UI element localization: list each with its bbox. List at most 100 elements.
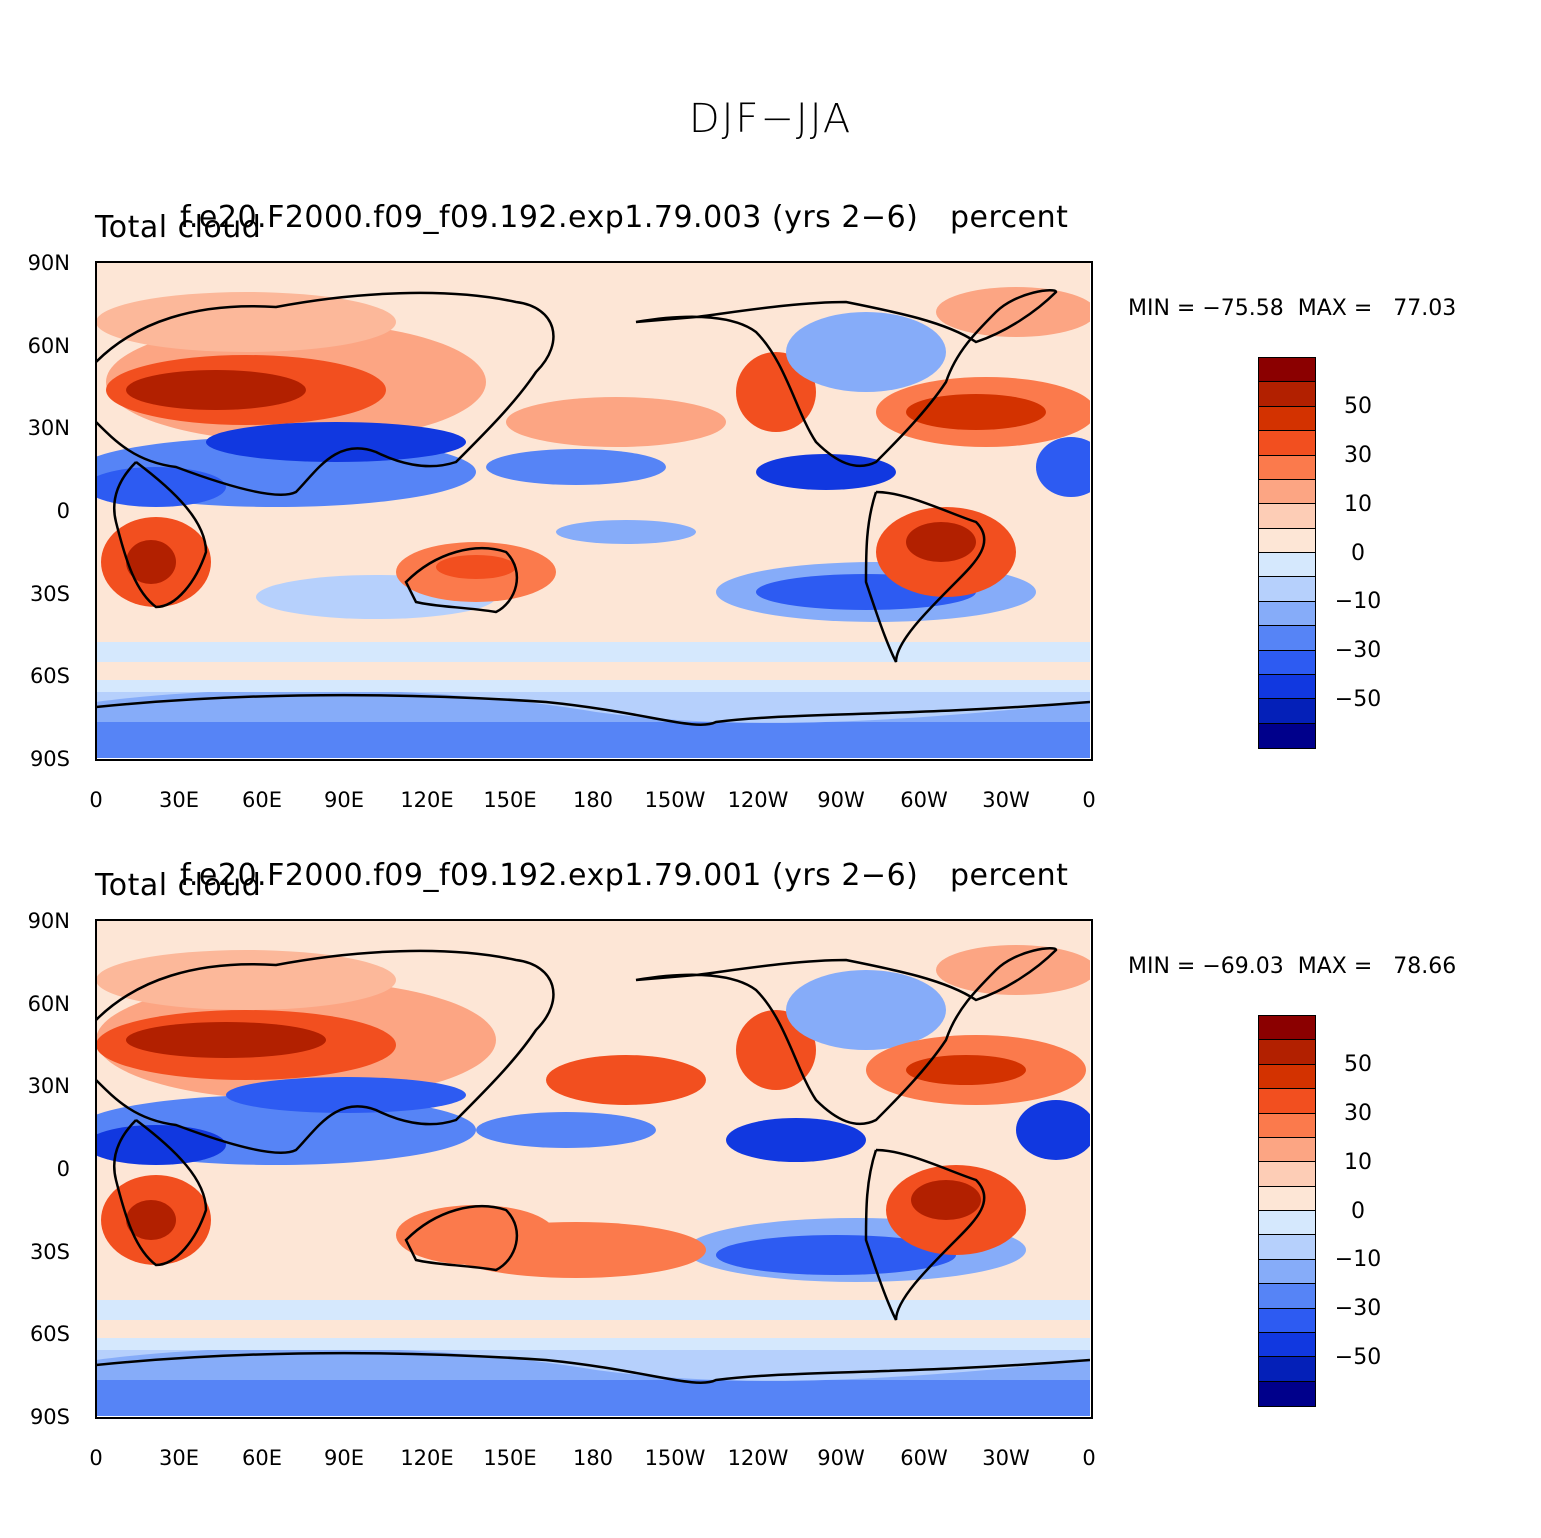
colorbar-segment	[1259, 1332, 1315, 1358]
x-tick-label: 0	[1082, 1446, 1096, 1470]
contour-map	[96, 262, 1090, 758]
x-tick-label: 0	[89, 788, 103, 812]
panel-units-title: percent	[950, 200, 1069, 235]
x-tick-label: 90E	[324, 1446, 364, 1470]
colorbar-segment	[1259, 504, 1315, 529]
colorbar-segment	[1259, 406, 1315, 432]
y-tick-label: 30S	[29, 1240, 70, 1264]
min-value: MIN = −75.58	[1128, 296, 1284, 321]
colorbar-label: −10	[1334, 589, 1382, 614]
panel-center-title: f.e20.F2000.f09_f09.192.exp1.79.001 (yrs…	[180, 858, 919, 893]
contour-field	[96, 945, 1090, 1416]
colorbar-segment	[1259, 1016, 1315, 1041]
colorbar-segment	[1259, 577, 1315, 602]
x-tick-label: 60E	[242, 788, 282, 812]
x-tick-label: 0	[89, 1446, 103, 1470]
colorbar	[1258, 1015, 1316, 1407]
x-tick-label: 120E	[400, 788, 454, 812]
map-panel-1: Total cloud f.e20.F2000.f09_f09.192.exp1…	[0, 200, 1541, 860]
colorbar-segment	[1259, 1040, 1315, 1065]
colorbar-label: −30	[1334, 1296, 1382, 1321]
colorbar-segment	[1259, 1284, 1315, 1309]
y-tick-label: 60S	[29, 664, 70, 688]
panel-left-title: Total cloud	[95, 868, 262, 903]
y-tick-label: 60S	[29, 1322, 70, 1346]
colorbar-label: 50	[1344, 1052, 1372, 1077]
y-tick-label: 90S	[29, 1405, 70, 1429]
colorbar-segment	[1259, 1235, 1315, 1260]
colorbar-label: −50	[1334, 687, 1382, 712]
x-tick-label: 150E	[483, 1446, 537, 1470]
max-value: MAX = 77.03	[1297, 296, 1457, 321]
panel-units-title: percent	[950, 858, 1069, 893]
x-tick-label: 150W	[644, 788, 706, 812]
colorbar-segment	[1259, 1113, 1315, 1138]
colorbar-segment	[1259, 382, 1315, 407]
map-panel-2: Total cloud f.e20.F2000.f09_f09.192.exp1…	[0, 858, 1541, 1518]
y-tick-label: 30S	[29, 582, 70, 606]
y-tick-label: 0	[56, 499, 70, 523]
x-tick-label: 30W	[982, 788, 1030, 812]
figure-title: DJF−JJA	[688, 96, 853, 142]
panel-center-title: f.e20.F2000.f09_f09.192.exp1.79.003 (yrs…	[180, 200, 919, 235]
x-tick-label: 120W	[727, 1446, 789, 1470]
y-tick-label: 60N	[27, 992, 70, 1016]
y-tick-label: 60N	[27, 334, 70, 358]
x-tick-label: 180	[572, 1446, 614, 1470]
y-tick-label: 30N	[27, 1074, 70, 1098]
x-tick-label: 90W	[817, 788, 865, 812]
colorbar-label: 30	[1344, 443, 1372, 468]
x-tick-label: 90W	[817, 1446, 865, 1470]
x-tick-label: 30E	[159, 788, 199, 812]
colorbar-segment	[1259, 1137, 1315, 1163]
colorbar-segment	[1259, 626, 1315, 651]
colorbar-label: −50	[1334, 1345, 1382, 1370]
colorbar-segment	[1259, 553, 1315, 578]
x-tick-label: 30W	[982, 1446, 1030, 1470]
colorbar-segment	[1259, 431, 1315, 456]
min-value: MIN = −69.03	[1128, 954, 1284, 979]
colorbar-label: −10	[1334, 1247, 1382, 1272]
y-tick-label: 90N	[27, 251, 70, 275]
x-tick-label: 150W	[644, 1446, 706, 1470]
y-tick-label: 30N	[27, 416, 70, 440]
x-tick-label: 30E	[159, 1446, 199, 1470]
colorbar-segment	[1259, 358, 1315, 383]
colorbar-label: 0	[1351, 1199, 1365, 1224]
x-tick-label: 60W	[900, 788, 948, 812]
x-tick-label: 90E	[324, 788, 364, 812]
colorbar-label: −30	[1334, 638, 1382, 663]
colorbar-label: 30	[1344, 1101, 1372, 1126]
colorbar-label: 10	[1344, 1150, 1372, 1175]
panel-left-title: Total cloud	[95, 210, 262, 245]
colorbar-segment	[1259, 1089, 1315, 1114]
min-max-label: MIN = −75.58 MAX = 77.03	[1128, 296, 1456, 321]
contour-map	[96, 920, 1090, 1416]
colorbar-segment	[1259, 1357, 1315, 1382]
colorbar-segment	[1259, 1064, 1315, 1090]
colorbar-segment	[1259, 1211, 1315, 1236]
x-tick-label: 60E	[242, 1446, 282, 1470]
colorbar-segment	[1259, 1162, 1315, 1187]
colorbar-segment	[1259, 455, 1315, 480]
colorbar-segment	[1259, 723, 1315, 748]
y-tick-label: 90S	[29, 747, 70, 771]
x-tick-label: 120E	[400, 1446, 454, 1470]
coastlines	[96, 946, 1090, 1384]
min-max-label: MIN = −69.03 MAX = 78.66	[1128, 954, 1456, 979]
y-tick-label: 90N	[27, 909, 70, 933]
colorbar-label: 50	[1344, 394, 1372, 419]
coastlines	[96, 288, 1090, 726]
colorbar-label: 0	[1351, 541, 1365, 566]
x-tick-label: 150E	[483, 788, 537, 812]
x-tick-label: 120W	[727, 788, 789, 812]
colorbar-segment	[1259, 650, 1315, 675]
colorbar-segment	[1259, 528, 1315, 553]
max-value: MAX = 78.66	[1297, 954, 1457, 979]
colorbar-segment	[1259, 601, 1315, 627]
x-tick-label: 180	[572, 788, 614, 812]
colorbar-label: 10	[1344, 492, 1372, 517]
colorbar-segment	[1259, 479, 1315, 505]
contour-field	[96, 262, 1090, 758]
colorbar-segment	[1259, 674, 1315, 700]
